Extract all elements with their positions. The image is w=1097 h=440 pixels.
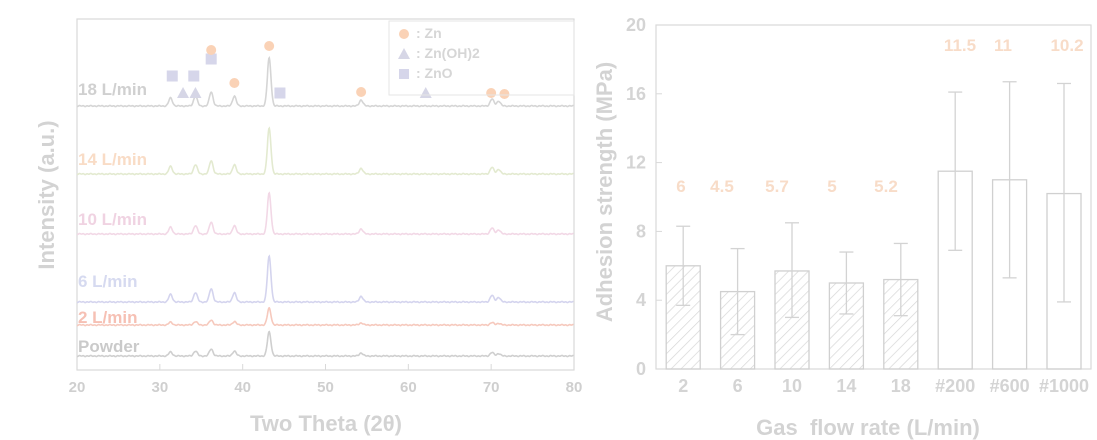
bar: [828, 282, 865, 370]
bar-value-label: 11: [994, 36, 1012, 55]
bar-y-tick-label: 4: [636, 290, 646, 310]
xrd-trace-label: 2 L/min: [78, 308, 138, 327]
bar-x-ticks: 2 6 10 14 18 #200 #600 #1000: [678, 376, 1089, 396]
legend-zn-circle-icon: [399, 29, 409, 39]
xrd-traces: 18 L/min 14 L/min 10 L/min 6 L/min 2 L/min Po…: [76, 55, 574, 358]
bar-x-tick-label: 14: [836, 376, 856, 396]
legend-entry-label: : ZnO: [416, 65, 453, 81]
xrd-legend-box: [388, 20, 575, 96]
bar-x-tick-label: #600: [990, 376, 1030, 396]
xrd-trace-line: [76, 126, 574, 176]
xrd-x-ticks: 20 30 40 50 60 70 80: [69, 364, 583, 396]
bar-error-bars: [676, 81, 1071, 336]
xrd-x-tick-label: 20: [69, 379, 86, 396]
bar-y-tick-label: 0: [636, 359, 646, 379]
bar-y-tick-label: 20: [626, 15, 646, 35]
zno-square-marker: [188, 70, 200, 82]
bar-value-label: 4.5: [710, 177, 734, 196]
xrd-trace-line: [76, 55, 574, 108]
adhesion-chart: 0 4 8 12 16 20 6 4.5 5.7 5 5.2 11.5 11 10.2 2 6 10 14 18…: [592, 15, 1092, 440]
bar-x-axis-title: Gas flow rate (L/min): [756, 415, 980, 440]
xrd-x-tick-label: 40: [234, 379, 251, 396]
legend-entry-label: : Zn(OH)2: [416, 45, 480, 61]
xrd-chart: 18 L/min 14 L/min 10 L/min 6 L/min 2 L/min Po…: [34, 18, 583, 436]
bar-y-tick-label: 16: [626, 84, 646, 104]
bar-x-tick-label: 18: [891, 376, 911, 396]
bar-x-tick-label: 6: [733, 376, 743, 396]
xrd-trace-line: [76, 254, 574, 304]
xrd-trace-label: Powder: [78, 337, 140, 356]
bar-x-tick-label: 2: [678, 376, 688, 396]
legend-zno-square-icon: [399, 69, 409, 79]
bar-y-tick-label: 8: [636, 221, 646, 241]
xrd-legend: : Zn : Zn(OH)2 : ZnO: [388, 20, 575, 96]
legend-znoh2-triangle-icon: [398, 48, 410, 59]
xrd-x-tick-label: 60: [400, 379, 417, 396]
znoh2-triangle-marker: [419, 87, 432, 98]
xrd-trace-line: [76, 306, 574, 327]
bar-series: [665, 170, 1082, 370]
xrd-x-tick-label: 50: [317, 379, 334, 396]
bar-y-ticks: 0 4 8 12 16 20: [626, 15, 662, 379]
zn-circle-marker: [356, 87, 367, 97]
bar-x-tick-label: #200: [935, 376, 975, 396]
bar-x-tick-label: #1000: [1039, 376, 1089, 396]
bar-value-label: 6: [676, 177, 685, 196]
znoh2-triangle-marker: [177, 87, 190, 98]
bar-value-label: 11.5: [944, 36, 976, 55]
bar-value-label: 10.2: [1050, 36, 1083, 55]
xrd-x-tick-label: 80: [566, 379, 583, 396]
xrd-x-tick-label: 70: [483, 379, 500, 396]
xrd-x-tick-label: 30: [151, 379, 168, 396]
xrd-y-axis-title: Intensity (a.u.): [34, 120, 59, 269]
zn-circle-marker: [229, 78, 240, 88]
xrd-trace-label: 10 L/min: [78, 210, 147, 229]
xrd-trace-label: 14 L/min: [78, 150, 147, 169]
bar-value-label: 5.2: [874, 177, 898, 196]
zn-circle-marker: [206, 45, 217, 55]
xrd-trace-label: 18 L/min: [78, 80, 147, 99]
znoh2-triangle-marker: [189, 87, 202, 98]
xrd-trace-label: 6 L/min: [78, 272, 138, 291]
bar-plot-frame: [655, 24, 1092, 370]
zno-square-marker: [205, 53, 217, 65]
bar-value-label: 5.7: [765, 177, 789, 196]
xrd-trace-line: [76, 191, 574, 236]
zn-circle-marker: [499, 89, 510, 99]
bar-y-tick-label: 12: [626, 153, 646, 173]
zn-circle-marker: [486, 88, 497, 98]
xrd-x-axis-title: Two Theta (2θ): [250, 411, 402, 436]
xrd-trace-line: [76, 330, 574, 358]
zno-square-marker: [274, 87, 286, 99]
xrd-plot-frame: [76, 18, 575, 371]
bar-x-tick-label: 10: [782, 376, 802, 396]
zno-square-marker: [166, 70, 178, 82]
zn-circle-marker: [264, 41, 275, 51]
bar-y-axis-title: Adhesion strength (MPa): [592, 62, 617, 322]
bar-value-labels: 6 4.5 5.7 5 5.2 11.5 11 10.2: [676, 36, 1083, 196]
bar-value-label: 5: [827, 177, 836, 196]
legend-entry-label: : Zn: [416, 25, 442, 41]
